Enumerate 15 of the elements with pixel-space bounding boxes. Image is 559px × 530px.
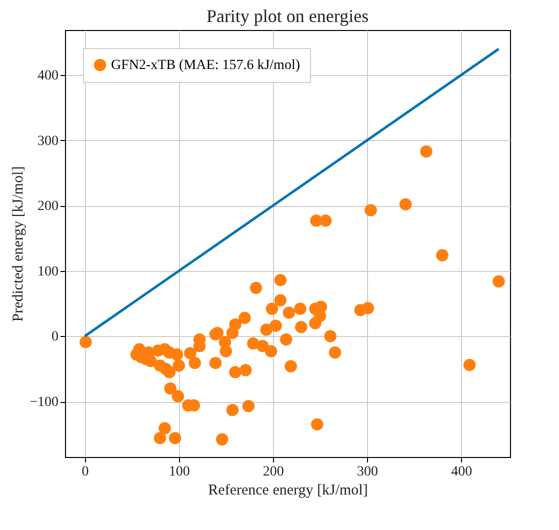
x-tick-label: 200 — [262, 464, 284, 480]
y-tick-label: 400 — [38, 68, 58, 84]
y-axis-title: Predicted energy [kJ/mol] — [10, 166, 27, 322]
legend-label: GFN2-xTB (MAE: 157.6 kJ/mol) — [111, 58, 300, 73]
x-tick-label: 300 — [357, 464, 378, 480]
y-tick-label: 200 — [38, 199, 58, 214]
x-axis-title: Reference energy [kJ/mol] — [208, 482, 368, 498]
x-tick-label: 100 — [168, 464, 190, 480]
y-tick-label: 0 — [52, 330, 58, 345]
y-tick-label: 100 — [38, 264, 58, 280]
y-tick-label: 300 — [38, 134, 58, 149]
x-tick-label: 400 — [451, 464, 472, 480]
chart-title: Parity plot on energies — [206, 6, 369, 26]
x-tick-label: 0 — [82, 464, 89, 480]
y-tick-label: −100 — [30, 395, 58, 410]
